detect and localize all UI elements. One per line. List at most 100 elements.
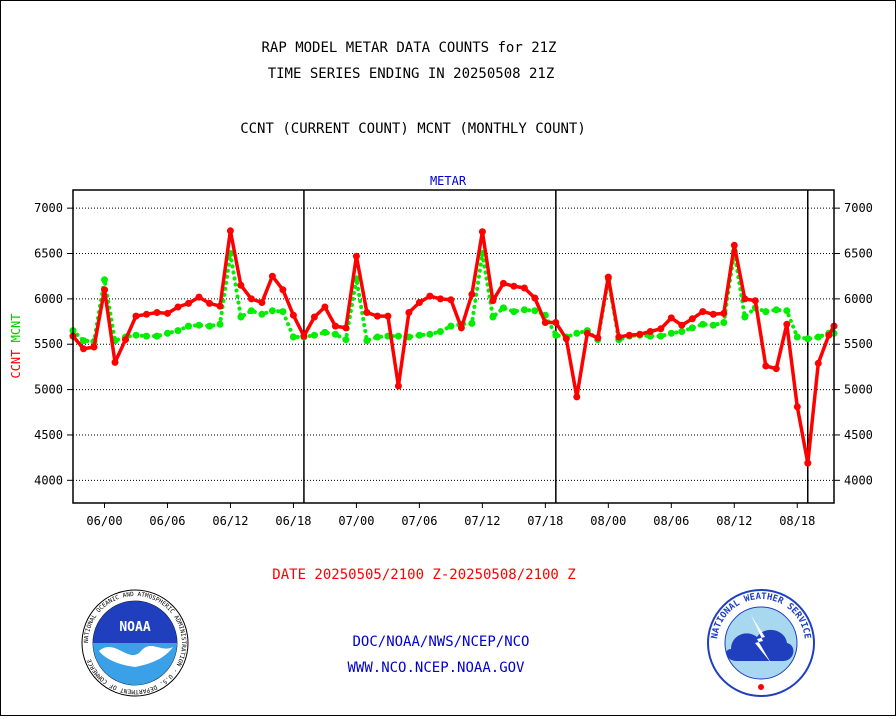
- data-point-ccnt: [709, 310, 717, 318]
- data-point-ccnt: [552, 319, 560, 326]
- data-point-mcnt: [772, 306, 780, 314]
- ytick-label-left: 4000: [34, 473, 63, 487]
- xtick-label: 06/12: [212, 514, 248, 528]
- data-point-mcnt: [174, 327, 182, 335]
- website-link[interactable]: WWW.NCO.NCEP.NOAA.GOV: [347, 660, 525, 676]
- data-point-ccnt: [667, 314, 675, 322]
- data-point-mcnt: [132, 331, 140, 339]
- data-point-mcnt: [468, 319, 476, 327]
- xtick-label: 08/00: [590, 514, 626, 528]
- ytick-label-right: 6000: [844, 292, 873, 306]
- data-point-ccnt: [688, 315, 696, 323]
- data-point-ccnt: [111, 358, 119, 366]
- data-point-ccnt: [300, 332, 308, 340]
- data-point-mcnt: [279, 308, 287, 316]
- data-point-mcnt: [531, 307, 539, 315]
- data-point-mcnt: [667, 329, 675, 337]
- data-point-ccnt: [772, 365, 780, 373]
- data-point-mcnt: [373, 333, 381, 341]
- data-point-ccnt: [814, 359, 822, 367]
- tick-layer: 4000 4000 4500 4500 5000 5000 5500 5500 6000 6000…: [34, 201, 873, 528]
- data-point-ccnt: [195, 293, 203, 301]
- data-point-ccnt: [258, 299, 266, 306]
- data-point-mcnt: [237, 313, 245, 321]
- data-point-ccnt: [122, 336, 129, 344]
- data-point-mcnt: [720, 319, 728, 326]
- data-point-mcnt: [342, 336, 350, 344]
- data-point-ccnt: [268, 272, 276, 280]
- data-point-mcnt: [258, 310, 266, 318]
- data-point-mcnt: [143, 332, 150, 340]
- data-point-mcnt: [289, 333, 297, 341]
- data-point-ccnt: [185, 299, 192, 307]
- data-point-mcnt: [268, 307, 276, 315]
- data-point-mcnt: [783, 307, 791, 315]
- ylabel-ccnt: CCNT: [9, 350, 23, 379]
- data-point-ccnt: [279, 286, 287, 294]
- data-point-mcnt: [709, 321, 717, 329]
- data-point-ccnt: [510, 282, 518, 290]
- data-point-ccnt: [80, 345, 87, 353]
- data-point-mcnt: [436, 328, 444, 335]
- data-point-ccnt: [405, 309, 413, 316]
- data-point-ccnt: [751, 297, 759, 305]
- data-point-ccnt: [206, 299, 213, 307]
- xtick-label: 07/18: [527, 514, 563, 528]
- series-line-ccnt: [71, 229, 836, 465]
- data-point-ccnt: [520, 284, 528, 292]
- nws-logo: NATIONAL WEATHER SERVICE: [707, 589, 815, 697]
- data-point-ccnt: [730, 241, 738, 249]
- data-point-mcnt: [814, 333, 822, 341]
- data-point-mcnt: [321, 328, 329, 336]
- data-point-ccnt: [164, 309, 171, 317]
- data-point-ccnt: [174, 303, 182, 311]
- data-point-mcnt: [206, 322, 213, 330]
- svg-text:CCNT MCNT: CCNT MCNT: [9, 313, 23, 378]
- data-point-ccnt: [153, 309, 161, 316]
- data-point-mcnt: [657, 332, 665, 340]
- ytick-label-right: 7000: [844, 201, 873, 215]
- data-point-ccnt: [793, 403, 801, 411]
- xtick-label: 06/18: [275, 514, 311, 528]
- data-point-ccnt: [636, 330, 644, 338]
- ytick-label-left: 4500: [34, 428, 63, 442]
- data-point-mcnt: [804, 335, 812, 343]
- data-point-mcnt: [185, 322, 192, 330]
- noaa-logo: NATIONAL OCEANIC AND ATMOSPHERIC ADMINIS…: [81, 589, 189, 697]
- ytick-label-right: 5000: [844, 383, 873, 397]
- org-path-link[interactable]: DOC/NOAA/NWS/NCEP/NCO: [352, 634, 529, 650]
- data-point-ccnt: [583, 329, 591, 337]
- data-point-ccnt: [646, 328, 654, 335]
- title-line-2: TIME SERIES ENDING IN 20250508 21Z: [268, 66, 555, 82]
- ytick-label-right: 6500: [844, 247, 873, 261]
- data-point-mcnt: [762, 308, 770, 316]
- data-point-mcnt: [164, 329, 171, 337]
- data-point-ccnt: [415, 299, 423, 306]
- data-point-ccnt: [132, 312, 140, 320]
- data-point-ccnt: [499, 279, 507, 287]
- data-point-ccnt: [741, 295, 749, 303]
- title-line-1: RAP MODEL METAR DATA COUNTS for 21Z: [261, 40, 556, 56]
- data-point-mcnt: [216, 320, 224, 328]
- data-point-ccnt: [310, 313, 318, 321]
- data-point-ccnt: [447, 296, 455, 304]
- ylabel-mcnt: MCNT: [9, 313, 23, 342]
- data-point-mcnt: [678, 328, 686, 335]
- data-point-ccnt: [101, 286, 108, 294]
- data-point-ccnt: [541, 319, 549, 326]
- data-point-mcnt: [499, 304, 507, 312]
- data-point-mcnt: [552, 331, 560, 339]
- data-point-mcnt: [247, 307, 255, 315]
- ytick-label-right: 5500: [844, 337, 873, 351]
- data-point-ccnt: [394, 382, 402, 390]
- ytick-label-right: 4500: [844, 428, 873, 442]
- data-point-mcnt: [489, 313, 497, 321]
- chart-subtitle: CCNT (CURRENT COUNT) MCNT (MONTHLY COUNT…: [240, 121, 586, 137]
- noaa-center-text: NOAA: [119, 620, 150, 635]
- data-point-ccnt: [625, 331, 633, 339]
- data-point-ccnt: [216, 302, 224, 310]
- data-point-ccnt: [143, 310, 150, 318]
- data-point-ccnt: [237, 281, 245, 289]
- data-point-mcnt: [699, 320, 707, 328]
